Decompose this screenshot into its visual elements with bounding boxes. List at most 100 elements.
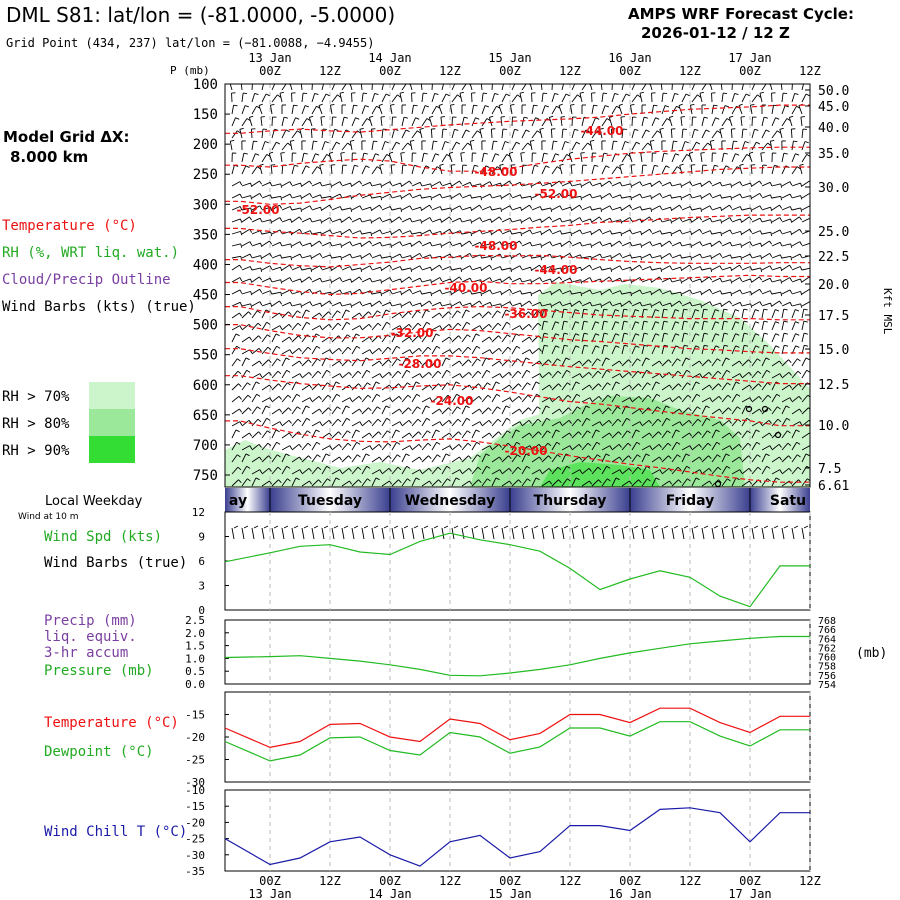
wind-barb <box>791 241 801 247</box>
wind-barb-flag <box>590 80 594 81</box>
wind-barb-flag <box>399 241 403 246</box>
wind-barb-flag <box>789 397 793 402</box>
wind-barb <box>281 243 291 247</box>
wind-barb <box>681 453 687 463</box>
wind-barb <box>601 357 607 367</box>
wind-barb-flag <box>768 420 772 424</box>
wind-chill-panel: -10-15-20-25-30-35 <box>185 784 811 878</box>
wind-barb <box>531 406 538 415</box>
wind-barb <box>591 429 597 439</box>
wind-barb <box>239 129 243 139</box>
wind-barb-flag <box>655 309 660 312</box>
wind-barb <box>351 301 361 307</box>
wind-barb-flag <box>310 242 313 247</box>
wind-barb <box>521 204 530 211</box>
wind-barb <box>261 442 269 451</box>
wind-barb-flag <box>519 312 523 317</box>
wind-barb-flag <box>250 207 253 212</box>
wind-barb <box>371 418 379 427</box>
wind-barb-flag <box>790 243 793 248</box>
wind-barb-flag <box>636 441 641 445</box>
wind-barb-flag <box>640 256 643 261</box>
wind-barb <box>371 469 381 475</box>
wind-barb <box>231 255 241 259</box>
wind-barb-flag <box>469 397 473 402</box>
wind-barb-flag <box>444 141 449 144</box>
wind-barb <box>611 206 621 211</box>
wind-barb-flag <box>486 118 491 122</box>
wind-barb-flag <box>630 267 633 272</box>
wind-barb-flag <box>320 219 323 224</box>
wind-barb <box>431 141 434 151</box>
wind-barb <box>791 290 801 295</box>
wind-barb-flag <box>239 289 243 294</box>
surface-wind-barb <box>621 527 625 540</box>
wind-barb-flag <box>609 180 613 185</box>
wind-barb <box>581 345 585 355</box>
wind-barb-flag <box>604 105 609 108</box>
wind-barb-flag <box>245 165 250 168</box>
wind-barb <box>571 406 578 415</box>
wind-barb-flag <box>508 372 512 376</box>
wind-barb <box>431 93 436 103</box>
wind-barb <box>491 166 498 175</box>
wind-barb <box>571 477 577 487</box>
wind-barb <box>291 130 298 139</box>
wind-barb-flag <box>619 182 623 187</box>
wind-barb <box>661 252 670 259</box>
wind-barb <box>291 394 298 403</box>
wind-barb <box>331 456 340 463</box>
wind-barb <box>751 454 758 463</box>
wind-barb <box>571 141 577 151</box>
wind-barb-flag <box>340 152 345 154</box>
wind-barb-flag <box>769 432 773 437</box>
wind-barb-flag <box>336 82 340 84</box>
wind-barb <box>561 84 564 91</box>
wind-barb-flag <box>329 204 333 209</box>
wind-barb-flag <box>287 142 292 146</box>
wind-barb <box>761 142 769 151</box>
wind-barb-flag <box>248 311 252 315</box>
wind-barb <box>531 456 540 463</box>
wind-barb-flag <box>528 420 532 424</box>
wind-barb-flag <box>365 357 370 361</box>
wind-barb-flag <box>459 193 463 198</box>
wind-barb-flag <box>770 232 773 237</box>
wind-barb-flag <box>269 182 273 187</box>
wind-barb <box>731 153 736 163</box>
wind-barb-flag <box>555 429 560 433</box>
wind-barb-flag <box>749 253 753 258</box>
wind-barb-flag <box>689 193 693 198</box>
wind-barb <box>541 430 548 439</box>
wind-barb <box>621 204 630 211</box>
wind-barb <box>691 456 700 463</box>
wind-barb <box>321 266 331 271</box>
wind-barb <box>781 277 791 283</box>
wind-barb-flag <box>239 264 243 269</box>
wind-barb <box>391 94 398 103</box>
wind-barb-flag <box>439 163 444 166</box>
wind-barb-flag <box>483 152 488 155</box>
wind-barb-flag <box>746 153 751 157</box>
wind-barb <box>441 453 447 463</box>
wind-barb <box>671 241 681 247</box>
wind-barb <box>641 303 651 307</box>
wind-barb <box>611 302 621 307</box>
wind-barb-flag <box>298 348 302 352</box>
wind-barb <box>391 442 398 451</box>
wind-barb-flag <box>419 373 423 378</box>
wind-barb <box>231 277 241 283</box>
wind-barb-flag <box>498 431 502 435</box>
wind-barb-flag <box>790 256 793 261</box>
wind-barb <box>431 421 441 427</box>
y-tick-label: -20 <box>185 731 205 744</box>
wind-barb-flag <box>269 151 274 154</box>
wind-barb-flag <box>600 182 603 187</box>
wind-barb-flag <box>748 468 752 472</box>
wind-barb <box>659 129 663 139</box>
wind-barb <box>731 394 738 403</box>
wind-barb <box>581 309 585 319</box>
wind-barb <box>381 243 391 247</box>
wind-barb <box>381 193 391 199</box>
wind-barb-flag <box>659 360 663 365</box>
